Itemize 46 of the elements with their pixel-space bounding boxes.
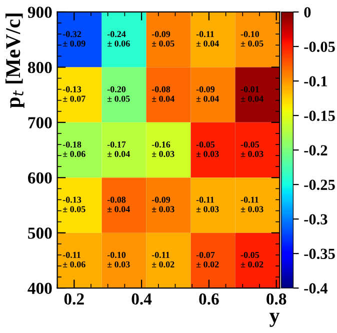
color-bar-label: -0.25 [304, 180, 335, 190]
x-axis-title: y [270, 312, 280, 327]
data-label: -0.11 ± 0.02 [152, 252, 174, 268]
data-label: -0.11 ± 0.03 [196, 196, 219, 212]
y-axis-title: p$_{t}$ [MeV/c] [5, 14, 24, 108]
x-tick-label: 0.6 [199, 293, 219, 305]
color-bar-label: -0.2 [304, 145, 328, 156]
color-bar-label: -0.15 [304, 110, 335, 122]
data-label: -0.24 ± 0.06 [107, 31, 130, 47]
data-label: -0.13 ± 0.07 [62, 86, 86, 102]
color-bar-label: -0.3 [304, 214, 328, 225]
data-label: -0.16 ± 0.03 [152, 141, 174, 158]
data-label: -0.08 ± 0.04 [107, 196, 130, 212]
x-tick-label: 0.2 [64, 293, 84, 305]
y-tick-label: 400 [28, 282, 52, 294]
color-bar-label: -0.1 [304, 76, 327, 87]
y-tick-label: 500 [28, 228, 52, 239]
data-label: -0.09 ± 0.04 [196, 86, 219, 102]
data-label: -0.11 ± 0.06 [62, 252, 86, 268]
y-tick-label: 900 [28, 6, 52, 18]
data-label: -0.10 ± 0.05 [240, 31, 264, 47]
y-tick-label: 700 [28, 117, 52, 128]
data-label: -0.08 ± 0.04 [152, 86, 174, 102]
data-label: -0.10 ± 0.03 [107, 252, 130, 268]
data-label: -0.17 ± 0.04 [107, 141, 130, 158]
x-tick-label: 0.4 [132, 293, 152, 305]
data-label: -0.13 ± 0.05 [62, 196, 86, 212]
color-bar-label: -0.35 [304, 248, 335, 260]
data-label: -0.11 ± 0.04 [196, 31, 219, 47]
data-label: -0.18 ± 0.06 [62, 141, 86, 158]
data-label: -0.09 ± 0.05 [152, 31, 174, 47]
y-tick-label: 600 [28, 172, 52, 184]
color-bar-label: -0.4 [304, 283, 328, 294]
data-label: -0.11 ± 0.03 [240, 196, 264, 212]
data-label: -0.20 ± 0.05 [107, 86, 130, 102]
data-label: -0.09 ± 0.03 [152, 196, 174, 212]
color-bar-label: -0.05 [304, 42, 335, 52]
data-label: -0.32 ± 0.09 [62, 31, 86, 47]
color-bar-label: 0 [304, 7, 311, 18]
data-label: -0.05 ± 0.02 [240, 252, 264, 268]
x-tick-label: 0.8 [266, 293, 286, 305]
data-label: -0.05 ± 0.03 [240, 141, 264, 158]
data-label: -0.07 ± 0.02 [196, 252, 219, 268]
data-label: -0.01 ± 0.04 [240, 86, 264, 102]
y-tick-label: 800 [28, 62, 52, 74]
data-label: -0.05 ± 0.03 [196, 141, 219, 158]
